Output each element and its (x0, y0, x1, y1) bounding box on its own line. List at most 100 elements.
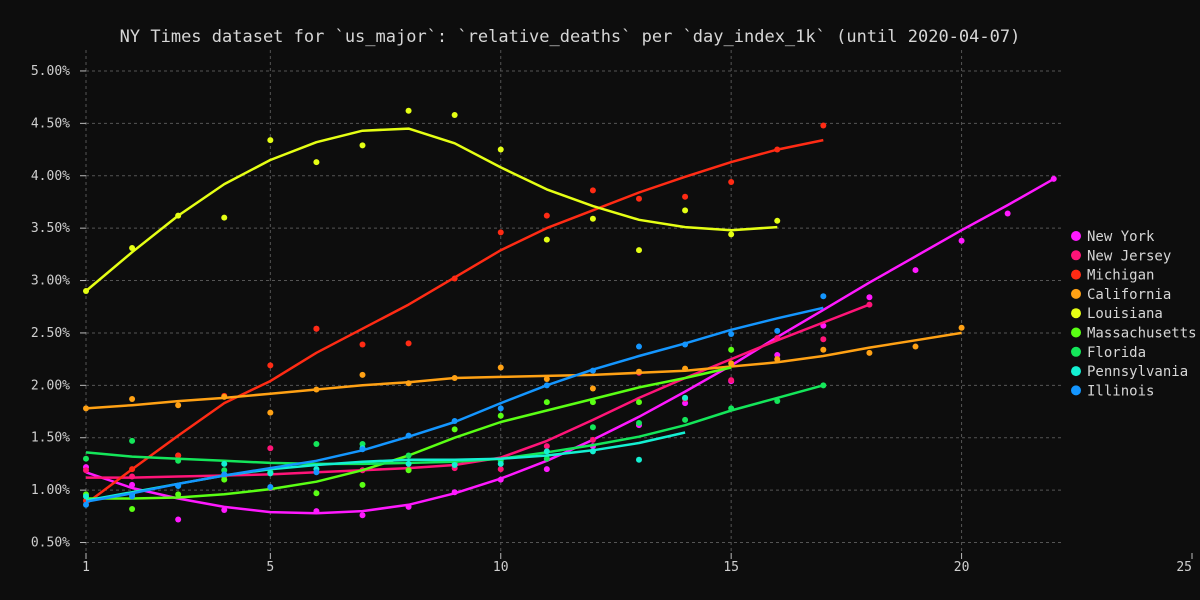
data-point (589, 215, 596, 222)
data-point (543, 448, 550, 455)
legend-marker (1071, 231, 1081, 241)
data-point (129, 481, 136, 488)
data-point (175, 491, 182, 498)
data-point (774, 335, 781, 342)
data-point (267, 470, 274, 477)
data-point (543, 236, 550, 243)
legend-label: Illinois (1087, 383, 1154, 399)
data-point (313, 490, 320, 497)
data-point (820, 382, 827, 389)
data-point (912, 343, 919, 350)
data-point (958, 237, 965, 244)
data-point (313, 159, 320, 166)
data-point (589, 424, 596, 431)
series-trend-line (85, 127, 778, 292)
data-point (543, 466, 550, 473)
x-tick-label: 25 (1176, 560, 1192, 575)
data-point (497, 466, 504, 473)
legend-label: New Jersey (1087, 248, 1171, 264)
data-point (866, 294, 873, 301)
data-point (774, 351, 781, 358)
data-point (820, 122, 827, 129)
data-point (175, 402, 182, 409)
data-point (83, 405, 89, 412)
data-point (405, 432, 412, 439)
data-point (221, 471, 228, 478)
data-point (497, 229, 504, 236)
legend-label: Florida (1087, 345, 1146, 361)
y-tick-label: 3.50% (31, 221, 70, 236)
data-point (359, 512, 366, 519)
data-point (83, 501, 89, 508)
data-point (175, 212, 182, 219)
y-tick-label: 1.00% (31, 483, 70, 498)
legend: New York New Jersey Michigan California Loui… (1071, 229, 1197, 399)
data-point (636, 368, 642, 375)
data-point (497, 412, 504, 419)
data-point (129, 473, 136, 480)
axes: 0.50% 1.00% 1.50% 2.00% 2.50% 3.00% 3.50% 4.00%… (31, 64, 1193, 575)
data-point (543, 443, 550, 450)
data-point (129, 437, 136, 444)
data-point (359, 441, 366, 448)
data-point (405, 340, 412, 347)
data-point (589, 448, 596, 455)
data-point (728, 360, 735, 367)
data-point (267, 362, 274, 369)
legend-marker (1071, 288, 1081, 299)
data-point (543, 399, 550, 406)
data-point (451, 426, 458, 433)
data-point (728, 405, 735, 412)
data-point (774, 327, 781, 334)
series-trend-line (85, 138, 824, 505)
data-point (129, 505, 136, 512)
x-tick-label: 10 (493, 560, 509, 575)
data-point (221, 467, 228, 474)
data-point (313, 386, 320, 393)
data-point (728, 377, 735, 384)
data-point (405, 380, 412, 387)
data-point (359, 341, 366, 348)
series-trend-line (85, 177, 1055, 515)
y-tick-label: 4.50% (31, 116, 70, 131)
chart-title: NY Times dataset for `us_major`: `relati… (120, 27, 1021, 47)
data-point (866, 349, 873, 356)
x-tick-label: 20 (954, 560, 970, 575)
data-point (1004, 210, 1011, 217)
data-point (497, 405, 504, 412)
data-point (682, 416, 689, 423)
data-point (129, 395, 136, 402)
data-point (129, 493, 136, 500)
data-point (267, 137, 274, 144)
data-point (728, 231, 735, 238)
data-point (83, 455, 89, 462)
data-point (820, 293, 827, 300)
legend-marker (1071, 346, 1081, 357)
data-point (359, 481, 366, 488)
series-trend-line (85, 384, 824, 466)
data-point (175, 516, 182, 523)
series-group (83, 324, 965, 416)
data-point (682, 400, 689, 407)
data-point (820, 336, 827, 343)
series-trend-line (86, 303, 870, 479)
data-point (359, 446, 366, 453)
data-point (497, 460, 504, 467)
data-point (451, 374, 458, 381)
data-point (636, 247, 642, 254)
data-point (589, 399, 596, 406)
data-point (221, 214, 228, 221)
data-point (175, 457, 182, 464)
data-point (405, 467, 412, 474)
data-point (313, 441, 320, 448)
legend-label: Pennsylvania (1087, 364, 1188, 380)
y-tick-label: 0.50% (31, 536, 70, 551)
data-point (451, 111, 458, 118)
data-point (728, 346, 735, 353)
data-point (682, 207, 689, 214)
legend-marker (1071, 385, 1081, 396)
y-tick-label: 1.50% (31, 431, 70, 446)
data-point (313, 508, 320, 515)
data-point (83, 288, 89, 295)
